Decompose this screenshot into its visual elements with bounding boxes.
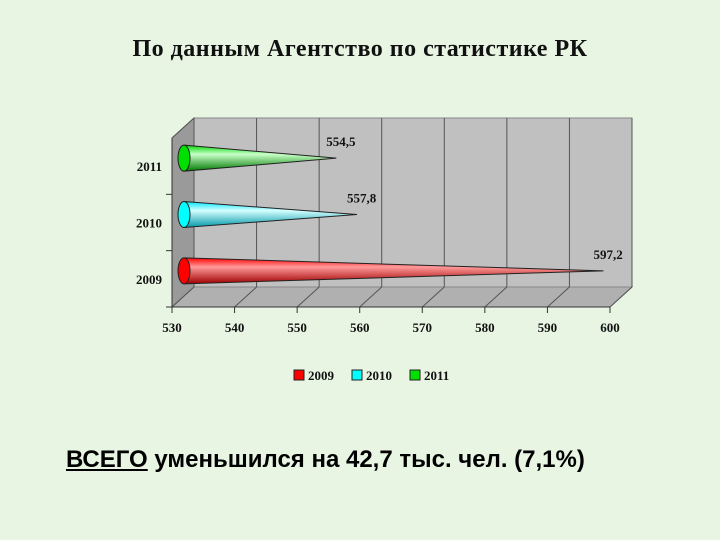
x-tick-label: 600	[600, 320, 620, 335]
x-tick-label: 540	[225, 320, 245, 335]
gridline-floor	[171, 286, 195, 308]
gridline-floor	[296, 286, 320, 308]
gridline-floor	[421, 286, 445, 308]
y-tick-label: 2009	[136, 272, 163, 287]
gridline-floor	[484, 286, 508, 308]
side-wall-edge	[171, 117, 195, 139]
summary-text: ВСЕГО уменьшился на 42,7 тыс. чел. (7,1%…	[66, 446, 585, 474]
legend-label-2011: 2011	[424, 368, 449, 383]
data-label-2009: 597,2	[593, 247, 622, 262]
x-tick-label: 570	[413, 320, 433, 335]
legend-label-2009: 2009	[308, 368, 335, 383]
x-tick-label: 590	[538, 320, 558, 335]
y-tick-label: 2011	[137, 159, 162, 174]
gridline-floor	[234, 286, 257, 308]
chart-floor	[170, 286, 634, 308]
y-tick-label: 2010	[136, 216, 162, 231]
legend-label-2010: 2010	[366, 368, 392, 383]
gridline-floor	[359, 286, 383, 308]
legend-swatch-2010	[351, 369, 363, 381]
data-label-2011: 554,5	[326, 134, 356, 149]
legend-swatch-2011	[409, 369, 421, 381]
data-label-2010: 557,8	[347, 191, 377, 206]
cone-base-2009	[177, 257, 191, 285]
x-tick-label: 580	[475, 320, 495, 335]
gridline-floor	[609, 286, 633, 308]
summary-highlight: ВСЕГО	[66, 446, 148, 473]
cone-base-2011	[177, 144, 191, 172]
legend-swatch-2009	[293, 369, 305, 381]
page-title: По данным Агентство по статистике РК	[132, 36, 588, 62]
x-tick-label: 550	[287, 320, 307, 335]
gridline-floor	[547, 286, 570, 308]
cone-base-2010	[177, 201, 191, 228]
x-tick-label: 530	[162, 320, 182, 335]
x-tick-label: 560	[350, 320, 370, 335]
summary-rest: уменьшился на 42,7 тыс. чел. (7,1%)	[147, 446, 585, 473]
